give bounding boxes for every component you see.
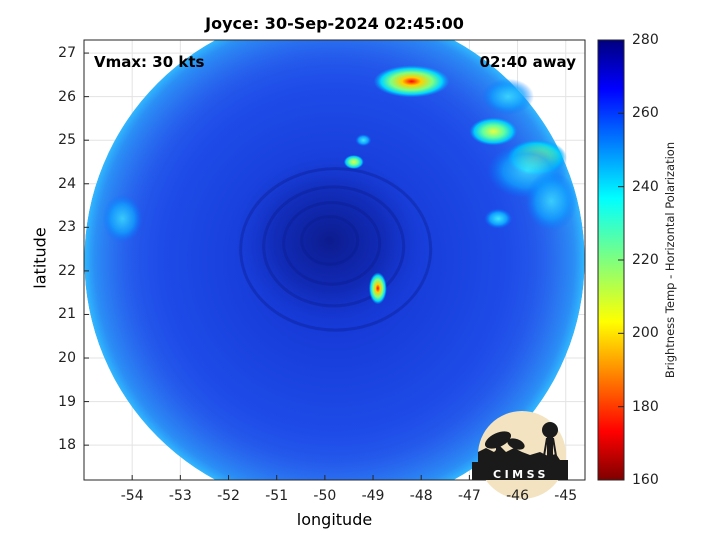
colorbar-tick-label: 200 xyxy=(632,325,659,342)
spiral-band xyxy=(282,201,382,286)
satellite-dish-icon xyxy=(484,431,525,454)
y-tick-label: 18 xyxy=(58,437,76,454)
cimss-logo: CIMSS xyxy=(472,411,568,499)
spiral-band xyxy=(262,185,406,308)
logo-text: CIMSS xyxy=(493,468,549,481)
x-tick-label: -50 xyxy=(313,488,337,504)
y-tick-label: 21 xyxy=(58,306,76,323)
rim-warm-patch xyxy=(102,194,143,243)
x-tick-label: -46 xyxy=(506,488,529,504)
microwave-swath-image xyxy=(84,40,585,480)
chart-title: Joyce: 30-Sep-2024 02:45:00 xyxy=(205,14,464,33)
spiral-band xyxy=(300,215,360,266)
feature-cell-north-small xyxy=(355,134,372,147)
y-tick-label: 19 xyxy=(58,393,76,410)
y-tick-label: 20 xyxy=(58,350,76,367)
colorbar-tick-label: 280 xyxy=(632,32,659,48)
rim-warm-patch xyxy=(525,171,578,232)
feature-spot-east xyxy=(484,208,513,229)
time-away-label: 02:40 away xyxy=(479,53,576,71)
y-tick-label: 27 xyxy=(58,45,76,62)
x-tick-label: -54 xyxy=(120,488,144,504)
colorbar-tick-label: 220 xyxy=(632,252,659,268)
x-tick-label: -48 xyxy=(409,488,433,504)
colorbar-tick-label: 260 xyxy=(632,105,659,122)
x-tick-label: -51 xyxy=(265,488,289,504)
y-tick-label: 22 xyxy=(58,262,76,279)
y-tick-label: 23 xyxy=(58,219,76,236)
x-tick-label: -53 xyxy=(168,488,192,504)
water-tower-icon xyxy=(542,422,558,457)
y-tick-label: 25 xyxy=(58,132,76,149)
colorbar-tick-label: 160 xyxy=(632,472,659,488)
x-tick-label: -52 xyxy=(217,488,240,504)
feature-convection-north xyxy=(373,65,450,98)
x-tick-label: -45 xyxy=(554,488,578,504)
x-axis-label: longitude xyxy=(296,510,373,529)
colorbar-tick-label: 240 xyxy=(632,178,659,195)
y-tick-label: 26 xyxy=(58,88,76,105)
feature-convection-northeast xyxy=(469,117,518,146)
colorbar-tick-marks xyxy=(618,39,624,481)
x-tick-label: -47 xyxy=(457,488,481,504)
vmax-label: Vmax: 30 kts xyxy=(94,53,205,71)
spiral-band xyxy=(239,167,433,332)
plot-frame xyxy=(83,39,586,481)
y-axis-label: latitude xyxy=(30,227,50,289)
colorbar-label: Brightness Temp - Horizontal Polarizatio… xyxy=(663,141,677,379)
colorbar-tick-label: 180 xyxy=(632,398,659,415)
feature-band-south-of-eye xyxy=(368,272,387,305)
rim-warm-patch xyxy=(481,78,534,115)
y-tick-label: 24 xyxy=(58,175,76,192)
x-tick-label: -49 xyxy=(361,488,385,504)
feature-cell-west xyxy=(343,154,364,169)
